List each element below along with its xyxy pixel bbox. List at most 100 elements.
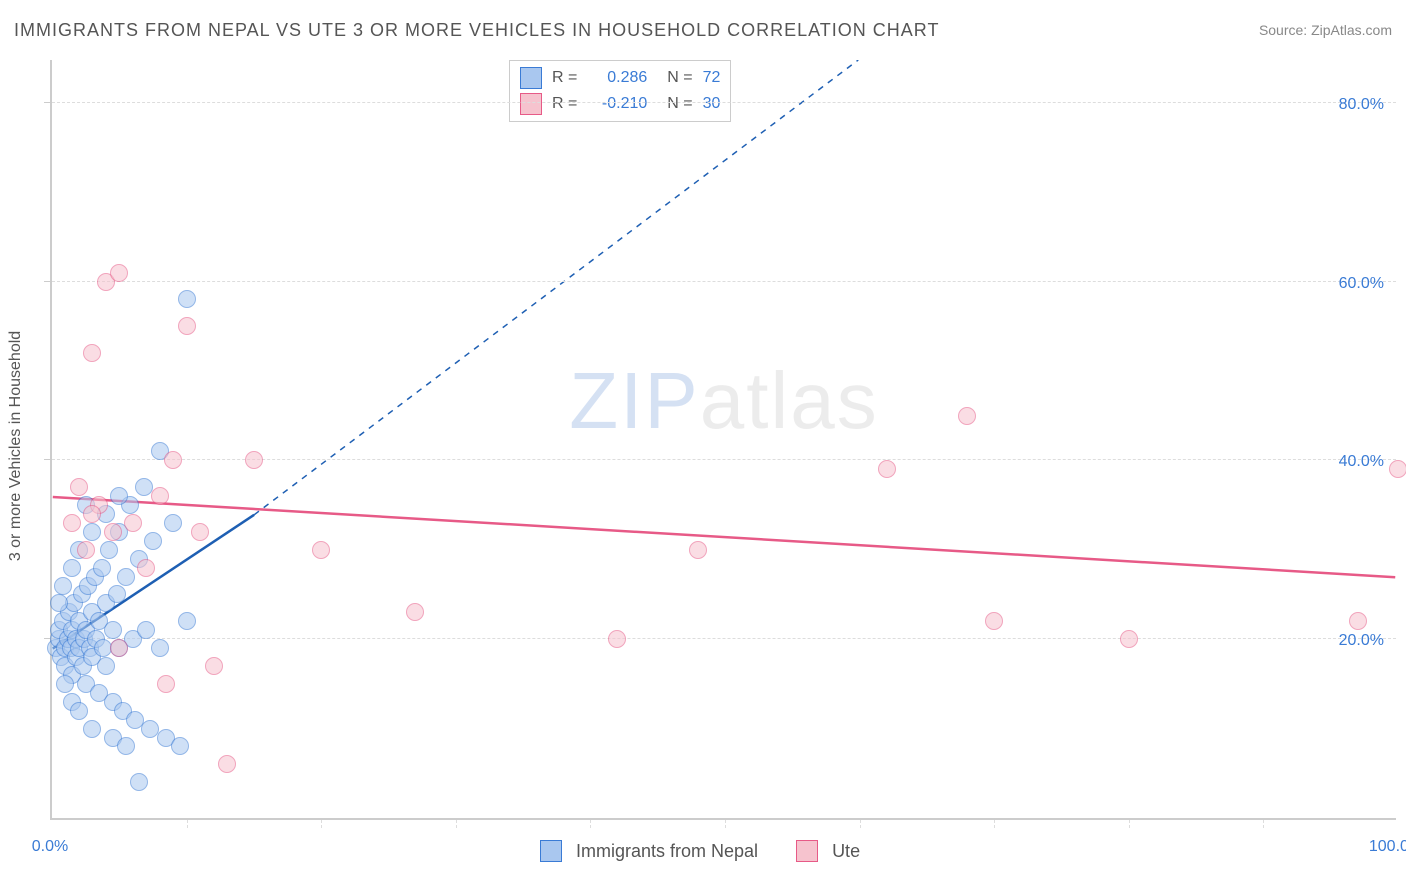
legend-n-label: N =	[667, 69, 692, 87]
data-point	[151, 487, 169, 505]
data-point	[117, 737, 135, 755]
ytick-label: 80.0%	[1339, 96, 1384, 114]
legend-series-label: Ute	[832, 841, 860, 862]
data-point	[56, 675, 74, 693]
data-point	[108, 585, 126, 603]
legend-r-label: R =	[552, 95, 577, 113]
data-point	[178, 290, 196, 308]
legend-r-label: R =	[552, 69, 577, 87]
data-point	[110, 639, 128, 657]
legend-swatch	[540, 840, 562, 862]
legend-r-value: 0.286	[587, 69, 647, 87]
data-point	[312, 541, 330, 559]
source-label: Source: ZipAtlas.com	[1259, 22, 1392, 38]
data-point	[77, 541, 95, 559]
xtick-label: 100.0%	[1369, 838, 1406, 856]
ytick-label: 20.0%	[1339, 632, 1384, 650]
data-point	[178, 612, 196, 630]
legend-swatch	[520, 67, 542, 89]
tick-x	[1263, 820, 1264, 828]
data-point	[164, 451, 182, 469]
source-name: ZipAtlas.com	[1311, 22, 1392, 38]
legend-series: Immigrants from Nepal Ute	[540, 840, 884, 862]
data-point	[70, 478, 88, 496]
data-point	[985, 612, 1003, 630]
chart-container: IMMIGRANTS FROM NEPAL VS UTE 3 OR MORE V…	[0, 0, 1406, 892]
data-point	[171, 737, 189, 755]
data-point	[1120, 630, 1138, 648]
ytick-label: 40.0%	[1339, 453, 1384, 471]
legend-swatch	[520, 93, 542, 115]
legend-swatch	[796, 840, 818, 862]
legend-stats-row: R = 0.286 N = 72	[520, 65, 720, 91]
legend-stats-box: R = 0.286 N = 72 R = -0.210 N = 30	[509, 60, 731, 122]
data-point	[100, 541, 118, 559]
data-point	[104, 621, 122, 639]
data-point	[151, 639, 169, 657]
tick-x	[994, 820, 995, 828]
tick-x	[860, 820, 861, 828]
data-point	[689, 541, 707, 559]
plot-area: ZIPatlas R = 0.286 N = 72 R = -0.210 N = 30 20.…	[50, 60, 1396, 820]
data-point	[1389, 460, 1406, 478]
data-point	[164, 514, 182, 532]
tick-x	[590, 820, 591, 828]
data-point	[110, 264, 128, 282]
tick-y	[44, 281, 52, 282]
watermark: ZIPatlas	[569, 355, 878, 447]
data-point	[63, 514, 81, 532]
data-point	[130, 773, 148, 791]
data-point	[83, 505, 101, 523]
data-point	[958, 407, 976, 425]
data-point	[178, 317, 196, 335]
legend-series-label: Immigrants from Nepal	[576, 841, 758, 862]
data-point	[191, 523, 209, 541]
data-point	[110, 487, 128, 505]
tick-x	[456, 820, 457, 828]
data-point	[83, 523, 101, 541]
data-point	[218, 755, 236, 773]
legend-n-value: 30	[703, 95, 721, 113]
data-point	[63, 559, 81, 577]
data-point	[135, 478, 153, 496]
watermark-zip: ZIP	[569, 356, 699, 445]
legend-r-value: -0.210	[587, 95, 647, 113]
data-point	[104, 523, 122, 541]
legend-n-label: N =	[667, 95, 692, 113]
tick-y	[44, 459, 52, 460]
data-point	[97, 657, 115, 675]
data-point	[83, 720, 101, 738]
data-point	[70, 702, 88, 720]
data-point	[878, 460, 896, 478]
data-point	[608, 630, 626, 648]
y-axis-label: 3 or more Vehicles in Household	[7, 331, 25, 561]
legend-stats-row: R = -0.210 N = 30	[520, 91, 720, 117]
data-point	[117, 568, 135, 586]
trend-line-dashed	[254, 60, 858, 515]
data-point	[83, 344, 101, 362]
gridline-h	[52, 281, 1396, 282]
gridline-h	[52, 638, 1396, 639]
data-point	[144, 532, 162, 550]
watermark-atlas: atlas	[700, 356, 879, 445]
chart-title: IMMIGRANTS FROM NEPAL VS UTE 3 OR MORE V…	[14, 20, 939, 41]
data-point	[124, 514, 142, 532]
data-point	[93, 559, 111, 577]
data-point	[205, 657, 223, 675]
data-point	[54, 577, 72, 595]
trend-lines-layer	[52, 60, 1396, 818]
data-point	[245, 451, 263, 469]
data-point	[137, 621, 155, 639]
gridline-h	[52, 102, 1396, 103]
data-point	[406, 603, 424, 621]
trend-line	[53, 497, 1395, 577]
ytick-label: 60.0%	[1339, 275, 1384, 293]
xtick-label: 0.0%	[32, 838, 68, 856]
data-point	[157, 675, 175, 693]
tick-x	[1129, 820, 1130, 828]
data-point	[137, 559, 155, 577]
data-point	[50, 594, 68, 612]
data-point	[141, 720, 159, 738]
legend-n-value: 72	[703, 69, 721, 87]
data-point	[1349, 612, 1367, 630]
